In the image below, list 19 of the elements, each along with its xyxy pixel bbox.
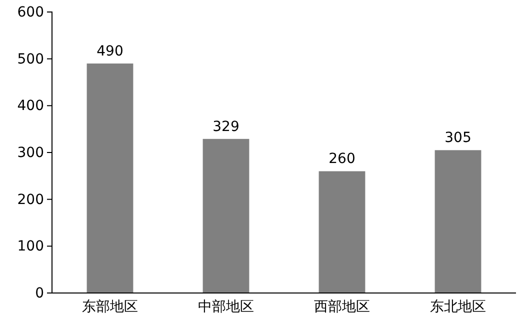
x-tick-label: 西部地区: [314, 298, 370, 315]
y-tick-label: 400: [17, 98, 44, 114]
x-tick-label: 东北地区: [430, 298, 486, 315]
y-tick-label: 200: [17, 192, 44, 208]
bar: [86, 64, 134, 293]
data-label: 329: [212, 118, 240, 135]
x-tick-label: 东部地区: [82, 298, 138, 315]
bar: [202, 138, 250, 293]
y-tick-label: 0: [35, 285, 44, 302]
y-tick-label: 100: [17, 238, 44, 255]
y-tick-label: 300: [17, 144, 44, 161]
x-tick-label: 中部地区: [198, 298, 254, 315]
bar: [318, 171, 366, 293]
data-label: 490: [96, 44, 124, 60]
data-label: 305: [444, 130, 472, 146]
bar: [434, 150, 482, 293]
y-tick-label: 600: [17, 4, 44, 20]
y-tick-label: 500: [17, 51, 44, 68]
data-label: 260: [328, 151, 356, 168]
